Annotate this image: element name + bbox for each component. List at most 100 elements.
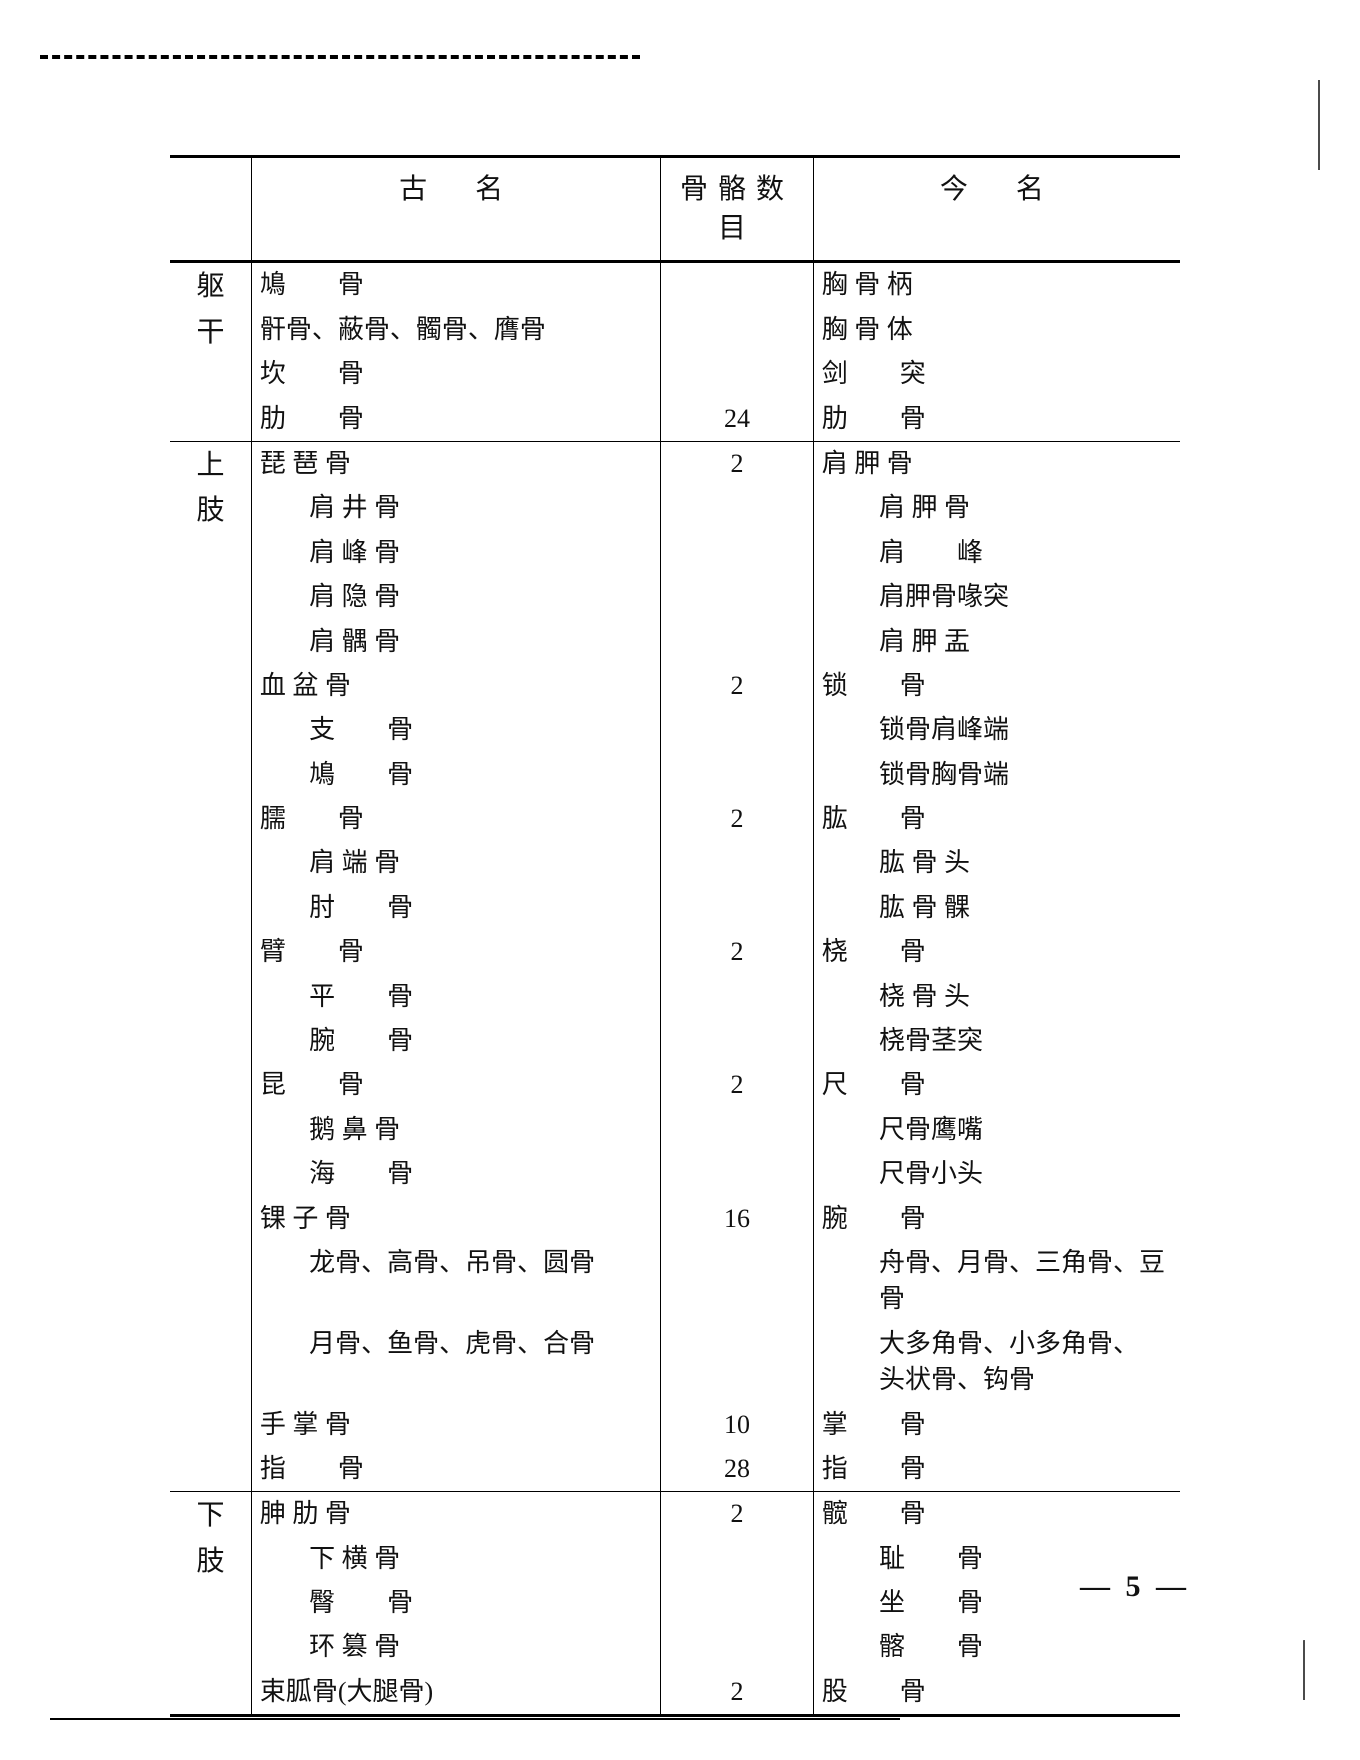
new-name: 腕 骨	[813, 1197, 1180, 1241]
table-row: 血 盆 骨2锁 骨	[170, 664, 1180, 708]
bone-count: 2	[661, 441, 813, 486]
table-row: 下 横 骨耻 骨	[170, 1537, 1180, 1581]
old-name: 坎 骨	[251, 352, 660, 396]
table-row: 束胍骨(大腿骨)2股 骨	[170, 1670, 1180, 1716]
old-name: 肩 峰 骨	[251, 531, 660, 575]
bone-count	[661, 753, 813, 797]
table-row: 肩 端 骨肱 骨 头	[170, 841, 1180, 885]
bone-count: 28	[661, 1447, 813, 1492]
new-name: 舟骨、月骨、三角骨、豆骨	[813, 1241, 1180, 1322]
old-name: 月骨、鱼骨、虎骨、合骨	[251, 1322, 660, 1403]
bottom-rule	[50, 1718, 900, 1720]
table-row: 肘 骨肱 骨 髁	[170, 886, 1180, 930]
bone-count	[661, 975, 813, 1019]
bone-count: 24	[661, 397, 813, 442]
table-row: 肩 井 骨肩 胛 骨	[170, 486, 1180, 530]
old-name: 鹅 鼻 骨	[251, 1108, 660, 1152]
section-label: 躯干	[170, 262, 251, 442]
new-name: 肱 骨	[813, 797, 1180, 841]
table-row: 月骨、鱼骨、虎骨、合骨 大多角骨、小多角骨、头状骨、钩骨	[170, 1322, 1180, 1403]
old-name: 龙骨、高骨、吊骨、圆骨	[251, 1241, 660, 1322]
table-row: 龙骨、高骨、吊骨、圆骨 舟骨、月骨、三角骨、豆骨	[170, 1241, 1180, 1322]
new-name: 髋 骨	[813, 1492, 1180, 1537]
table-row: 肩 髃 骨肩 胛 盂	[170, 620, 1180, 664]
table-row: 海 骨尺骨小头	[170, 1152, 1180, 1196]
new-name: 尺 骨	[813, 1063, 1180, 1107]
new-name: 肩 胛 盂	[813, 620, 1180, 664]
table-row: 锞 子 骨16腕 骨	[170, 1197, 1180, 1241]
new-name: 尺骨小头	[813, 1152, 1180, 1196]
table-row: 肩 峰 骨肩 峰	[170, 531, 1180, 575]
bone-count	[661, 262, 813, 308]
table-row: 下肢 胂 肋 骨2髋 骨	[170, 1492, 1180, 1537]
old-name: 手 掌 骨	[251, 1403, 660, 1447]
bone-count	[661, 486, 813, 530]
new-name: 肩 胛 骨	[813, 441, 1180, 486]
bone-count	[661, 1152, 813, 1196]
table-row: 手 掌 骨10掌 骨	[170, 1403, 1180, 1447]
new-name: 尺骨鹰嘴	[813, 1108, 1180, 1152]
old-name: 昆 骨	[251, 1063, 660, 1107]
new-name: 锁骨胸骨端	[813, 753, 1180, 797]
bone-count	[661, 352, 813, 396]
bone-count	[661, 1625, 813, 1669]
old-name: 下 横 骨	[251, 1537, 660, 1581]
bone-count	[661, 1241, 813, 1322]
new-name: 指 骨	[813, 1447, 1180, 1492]
new-name: 桡 骨 头	[813, 975, 1180, 1019]
new-name: 锁骨肩峰端	[813, 708, 1180, 752]
table-row: 鹅 鼻 骨 尺骨鹰嘴	[170, 1108, 1180, 1152]
table-row: 臂 骨2桡 骨	[170, 930, 1180, 974]
bone-count	[661, 1322, 813, 1403]
bone-count: 2	[661, 664, 813, 708]
table-row: 躯干 鳩 骨胸 骨 柄	[170, 262, 1180, 308]
old-name: 肩 髃 骨	[251, 620, 660, 664]
scan-artifact-bottom-right	[1273, 1640, 1305, 1700]
section-label: 下肢	[170, 1492, 251, 1716]
bone-count	[661, 1581, 813, 1625]
old-name: 琵 琶 骨	[251, 441, 660, 486]
table-row: 指 骨28指 骨	[170, 1447, 1180, 1492]
bone-count: 16	[661, 1197, 813, 1241]
new-name: 胸 骨 体	[813, 308, 1180, 352]
table-row: 环 篡 骨髂 骨	[170, 1625, 1180, 1669]
old-name: 束胍骨(大腿骨)	[251, 1670, 660, 1716]
old-name: 腕 骨	[251, 1019, 660, 1063]
header-new: 今 名	[813, 157, 1180, 262]
old-name: 臑 骨	[251, 797, 660, 841]
section-label: 上肢	[170, 441, 251, 1491]
table-row: 肩 隐 骨肩胛骨喙突	[170, 575, 1180, 619]
new-name: 大多角骨、小多角骨、头状骨、钩骨	[813, 1322, 1180, 1403]
new-name: 胸 骨 柄	[813, 262, 1180, 308]
new-name: 肋 骨	[813, 397, 1180, 442]
new-name: 肩胛骨喙突	[813, 575, 1180, 619]
old-name: 血 盆 骨	[251, 664, 660, 708]
old-name: 鳩 骨	[251, 262, 660, 308]
old-name: 锞 子 骨	[251, 1197, 660, 1241]
table-row: 骭骨、蔽骨、髑骨、膺骨胸 骨 体	[170, 308, 1180, 352]
new-name: 掌 骨	[813, 1403, 1180, 1447]
scan-artifact-top-right	[1278, 80, 1320, 170]
old-name: 平 骨	[251, 975, 660, 1019]
top-dash-rule	[40, 55, 640, 59]
bone-count: 2	[661, 1063, 813, 1107]
bone-count: 2	[661, 930, 813, 974]
bone-count	[661, 531, 813, 575]
old-name: 臀 骨	[251, 1581, 660, 1625]
bone-count	[661, 886, 813, 930]
page-number: — 5 —	[1080, 1570, 1190, 1604]
table-row: 鳩 骨锁骨胸骨端	[170, 753, 1180, 797]
old-name: 肋 骨	[251, 397, 660, 442]
old-name: 肘 骨	[251, 886, 660, 930]
old-name: 臂 骨	[251, 930, 660, 974]
old-name: 胂 肋 骨	[251, 1492, 660, 1537]
new-name: 肩 峰	[813, 531, 1180, 575]
bone-count: 2	[661, 797, 813, 841]
bone-count	[661, 841, 813, 885]
new-name: 锁 骨	[813, 664, 1180, 708]
old-name: 环 篡 骨	[251, 1625, 660, 1669]
bone-count	[661, 308, 813, 352]
table-row: 昆 骨2尺 骨	[170, 1063, 1180, 1107]
old-name: 支 骨	[251, 708, 660, 752]
bone-count	[661, 1537, 813, 1581]
